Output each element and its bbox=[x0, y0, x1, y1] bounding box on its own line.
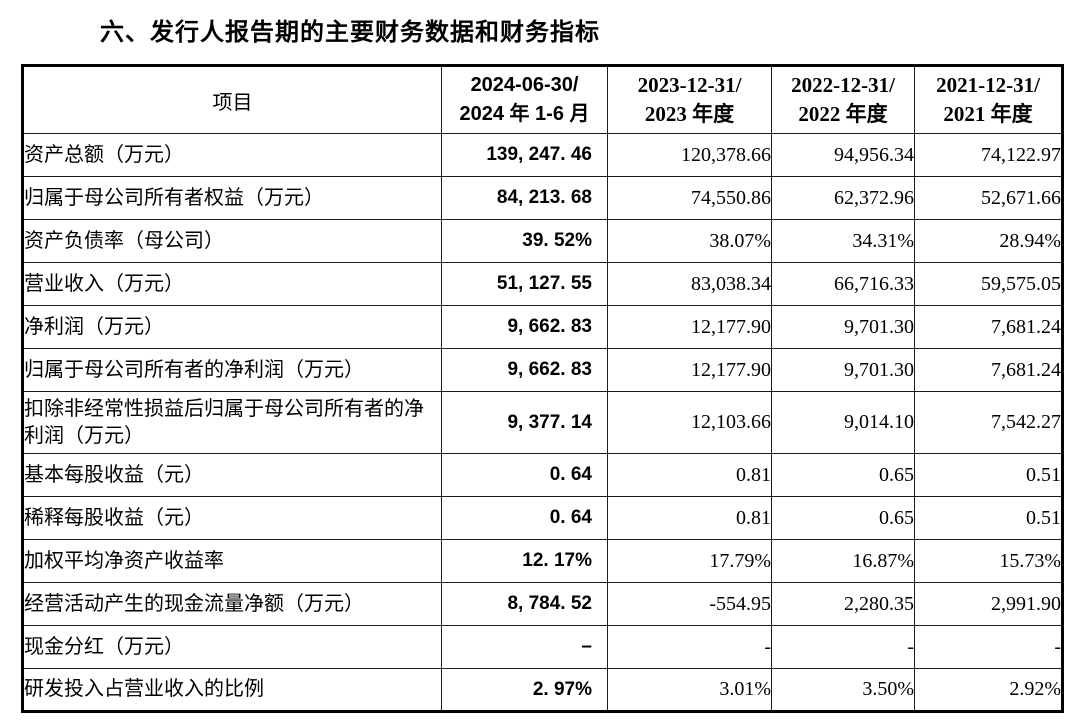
value-2024h1: 8, 784. 52 bbox=[441, 582, 608, 626]
value-2023: 0.81 bbox=[607, 496, 772, 540]
period-label-line: 2022 年度 bbox=[798, 102, 888, 126]
value-2023: - bbox=[607, 625, 772, 669]
value-2021: 28.94% bbox=[914, 219, 1063, 263]
row-label: 资产负债率（母公司） bbox=[22, 219, 442, 263]
financial-indicators-table: 项目 2024-06-30/ 2024 年 1-6 月 2023-12-31/ … bbox=[21, 64, 1064, 713]
value-2023: 12,103.66 bbox=[607, 391, 772, 454]
value-2022: 2,280.35 bbox=[771, 582, 915, 626]
value-2023: 0.81 bbox=[607, 453, 772, 497]
column-header-item: 项目 bbox=[22, 65, 442, 134]
period-date-line: 2023-12-31/ bbox=[637, 73, 742, 97]
row-label: 研发投入占营业收入的比例 bbox=[22, 668, 442, 712]
period-date-line: 2022-12-31/ bbox=[791, 73, 895, 97]
table-row-revenue: 营业收入（万元） 51, 127. 55 83,038.34 66,716.33… bbox=[22, 262, 1063, 306]
value-2024h1: 2. 97% bbox=[441, 668, 608, 712]
value-2023: 12,177.90 bbox=[607, 305, 772, 349]
value-2023: 38.07% bbox=[607, 219, 772, 263]
period-label-line: 2024 年 1-6 月 bbox=[459, 103, 590, 125]
table-row-deducted-net-profit: 扣除非经常性损益后归属于母公司所有者的净利润（万元） 9, 377. 14 12… bbox=[22, 391, 1063, 454]
value-2021: 74,122.97 bbox=[914, 133, 1063, 177]
value-2024h1: 139, 247. 46 bbox=[441, 133, 608, 177]
value-2023: 74,550.86 bbox=[607, 176, 772, 220]
column-header-2023: 2023-12-31/ 2023 年度 bbox=[607, 65, 772, 134]
table-row-parent-net-profit: 归属于母公司所有者的净利润（万元） 9, 662. 83 12,177.90 9… bbox=[22, 348, 1063, 392]
row-label: 稀释每股收益（元） bbox=[22, 496, 442, 540]
value-2022: 0.65 bbox=[771, 453, 915, 497]
value-2022: 3.50% bbox=[771, 668, 915, 712]
value-2024h1: 9, 662. 83 bbox=[441, 305, 608, 349]
value-2024h1: 9, 377. 14 bbox=[441, 391, 608, 454]
table-row-net-profit: 净利润（万元） 9, 662. 83 12,177.90 9,701.30 7,… bbox=[22, 305, 1063, 349]
value-2022: 9,701.30 bbox=[771, 305, 915, 349]
value-2023: 12,177.90 bbox=[607, 348, 772, 392]
value-2022: 66,716.33 bbox=[771, 262, 915, 306]
table-header-row: 项目 2024-06-30/ 2024 年 1-6 月 2023-12-31/ … bbox=[22, 65, 1063, 134]
row-label: 基本每股收益（元） bbox=[22, 453, 442, 497]
row-label: 资产总额（万元） bbox=[22, 133, 442, 177]
period-label-line: 2023 年度 bbox=[644, 102, 735, 126]
row-label: 归属于母公司所有者的净利润（万元） bbox=[22, 348, 442, 392]
value-2021: 15.73% bbox=[914, 539, 1063, 583]
column-header-2022: 2022-12-31/ 2022 年度 bbox=[771, 65, 915, 134]
table-row-operating-cash-flow: 经营活动产生的现金流量净额（万元） 8, 784. 52 -554.95 2,2… bbox=[22, 582, 1063, 626]
value-2021: 59,575.05 bbox=[914, 262, 1063, 306]
value-2021: 7,542.27 bbox=[914, 391, 1063, 454]
value-2024h1: 39. 52% bbox=[441, 219, 608, 263]
value-2023: 17.79% bbox=[607, 539, 772, 583]
value-2022: 34.31% bbox=[771, 219, 915, 263]
value-2024h1: 0. 64 bbox=[441, 496, 608, 540]
value-2021: 2,991.90 bbox=[914, 582, 1063, 626]
table-row-debt-ratio: 资产负债率（母公司） 39. 52% 38.07% 34.31% 28.94% bbox=[22, 219, 1063, 263]
table-row-parent-equity: 归属于母公司所有者权益（万元） 84, 213. 68 74,550.86 62… bbox=[22, 176, 1063, 220]
table-row-total-assets: 资产总额（万元） 139, 247. 46 120,378.66 94,956.… bbox=[22, 133, 1063, 177]
value-2024h1: 0. 64 bbox=[441, 453, 608, 497]
value-2021: 2.92% bbox=[914, 668, 1063, 712]
value-2021: 0.51 bbox=[914, 496, 1063, 540]
column-header-2024h1: 2024-06-30/ 2024 年 1-6 月 bbox=[441, 65, 608, 134]
value-2024h1: 84, 213. 68 bbox=[441, 176, 608, 220]
section-title: 六、发行人报告期的主要财务数据和财务指标 bbox=[100, 19, 600, 46]
row-label: 经营活动产生的现金流量净额（万元） bbox=[22, 582, 442, 626]
value-2023: -554.95 bbox=[607, 582, 772, 626]
table-row-cash-dividend: 现金分红（万元） – - - - bbox=[22, 625, 1063, 669]
period-date-line: 2021-12-31/ bbox=[936, 73, 1040, 97]
row-label: 加权平均净资产收益率 bbox=[22, 539, 442, 583]
value-2021: 7,681.24 bbox=[914, 348, 1063, 392]
period-date-line: 2024-06-30/ bbox=[470, 74, 579, 96]
value-2022: 62,372.96 bbox=[771, 176, 915, 220]
value-2021: 7,681.24 bbox=[914, 305, 1063, 349]
table-row-weighted-roe: 加权平均净资产收益率 12. 17% 17.79% 16.87% 15.73% bbox=[22, 539, 1063, 583]
value-2024h1: 12. 17% bbox=[441, 539, 608, 583]
value-2022: - bbox=[771, 625, 915, 669]
column-header-2021: 2021-12-31/ 2021 年度 bbox=[914, 65, 1063, 134]
period-label-line: 2021 年度 bbox=[943, 102, 1033, 126]
row-label: 净利润（万元） bbox=[22, 305, 442, 349]
value-2022: 94,956.34 bbox=[771, 133, 915, 177]
value-2024h1: 51, 127. 55 bbox=[441, 262, 608, 306]
value-2022: 0.65 bbox=[771, 496, 915, 540]
row-label: 营业收入（万元） bbox=[22, 262, 442, 306]
value-2021: - bbox=[914, 625, 1063, 669]
value-2023: 120,378.66 bbox=[607, 133, 772, 177]
value-2022: 9,701.30 bbox=[771, 348, 915, 392]
row-label: 扣除非经常性损益后归属于母公司所有者的净利润（万元） bbox=[22, 391, 442, 454]
table-row-diluted-eps: 稀释每股收益（元） 0. 64 0.81 0.65 0.51 bbox=[22, 496, 1063, 540]
value-2021: 0.51 bbox=[914, 453, 1063, 497]
value-2024h1: – bbox=[441, 625, 608, 669]
row-label: 归属于母公司所有者权益（万元） bbox=[22, 176, 442, 220]
value-2021: 52,671.66 bbox=[914, 176, 1063, 220]
row-label: 现金分红（万元） bbox=[22, 625, 442, 669]
value-2022: 9,014.10 bbox=[771, 391, 915, 454]
value-2022: 16.87% bbox=[771, 539, 915, 583]
value-2024h1: 9, 662. 83 bbox=[441, 348, 608, 392]
value-2023: 3.01% bbox=[607, 668, 772, 712]
table-row-basic-eps: 基本每股收益（元） 0. 64 0.81 0.65 0.51 bbox=[22, 453, 1063, 497]
value-2023: 83,038.34 bbox=[607, 262, 772, 306]
table-row-rd-ratio: 研发投入占营业收入的比例 2. 97% 3.01% 3.50% 2.92% bbox=[22, 668, 1063, 712]
